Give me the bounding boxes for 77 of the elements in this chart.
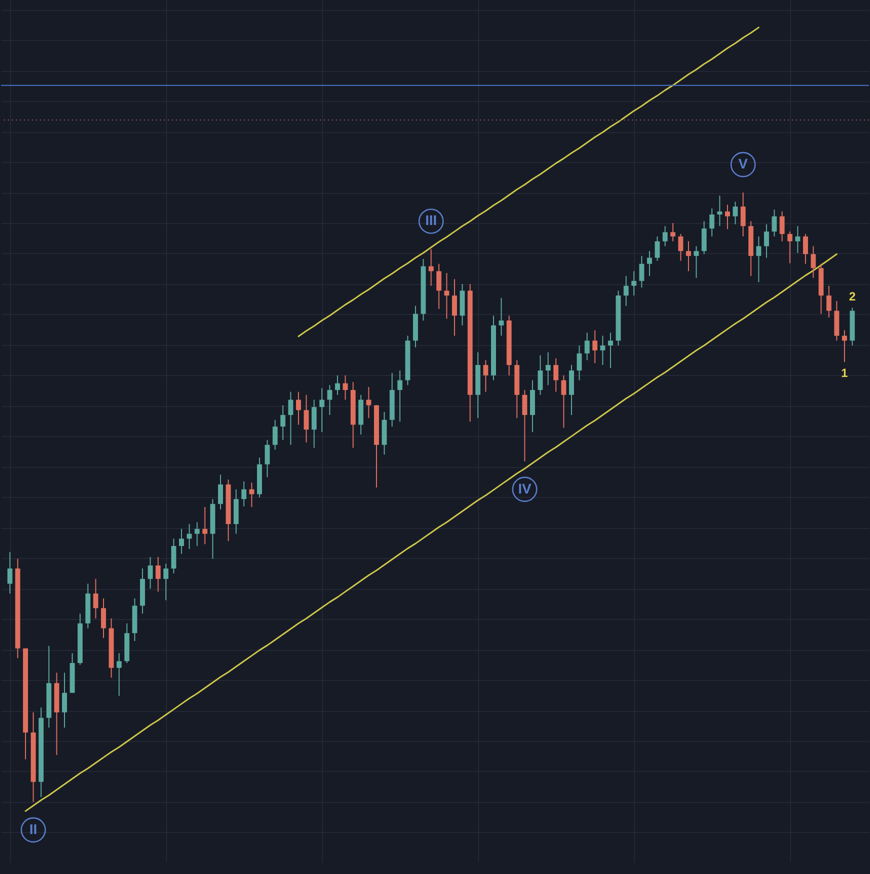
candlestick xyxy=(842,330,847,362)
candlestick xyxy=(304,394,309,443)
candlestick xyxy=(600,335,606,366)
candlestick xyxy=(319,388,324,433)
candlestick xyxy=(397,370,402,422)
candlestick xyxy=(702,220,707,255)
candlestick xyxy=(202,506,208,545)
candlestick xyxy=(62,672,67,728)
candlestick xyxy=(780,210,785,242)
candlestick xyxy=(826,285,832,318)
candlestick xyxy=(280,404,286,440)
candlestick xyxy=(608,332,613,369)
candlestick xyxy=(732,201,738,225)
candlestick xyxy=(740,192,746,237)
candlestick xyxy=(186,524,192,550)
candlestick xyxy=(7,552,12,594)
annotation: V xyxy=(738,156,748,172)
candlestick xyxy=(327,384,332,416)
candlestick xyxy=(756,236,762,283)
candlestick xyxy=(538,354,543,396)
candlestick xyxy=(576,345,582,381)
candlestick xyxy=(264,439,270,478)
candlestick xyxy=(101,598,106,639)
candlestick xyxy=(624,276,629,306)
candlestick xyxy=(772,209,777,237)
candlestick xyxy=(498,297,504,336)
candlestick xyxy=(312,399,317,448)
candlestick xyxy=(639,255,644,288)
candlestick xyxy=(156,556,161,592)
candlestick xyxy=(366,386,372,419)
annotation: III xyxy=(425,212,437,228)
candlestick xyxy=(670,222,676,242)
annotation: 2 xyxy=(848,290,856,304)
candlestick xyxy=(522,389,528,462)
candlestick xyxy=(428,248,434,286)
candlestick xyxy=(483,360,488,392)
annotation: 1 xyxy=(841,366,848,380)
candlestick xyxy=(678,234,684,262)
candlestick xyxy=(647,250,652,277)
candlestick xyxy=(787,231,792,264)
candlestick xyxy=(342,374,348,400)
candlestick xyxy=(717,195,722,227)
candlestick xyxy=(218,474,223,510)
candlestick xyxy=(654,236,660,262)
candlestick xyxy=(561,374,566,428)
candlestick xyxy=(803,234,808,264)
candlestick xyxy=(452,278,457,336)
candlestick xyxy=(148,556,153,590)
candlestick xyxy=(194,522,200,546)
candlestick xyxy=(288,391,294,446)
candlestick xyxy=(179,528,184,554)
annotation: II xyxy=(29,820,38,837)
candlestick xyxy=(241,480,246,507)
candlestick xyxy=(116,652,122,696)
candlestick xyxy=(546,352,551,386)
candlestick xyxy=(93,578,98,620)
candlestick xyxy=(764,224,769,258)
candlestick xyxy=(795,226,800,254)
candlestick xyxy=(436,263,442,310)
candlestick xyxy=(163,563,168,601)
candlestick xyxy=(725,204,730,230)
candlestick xyxy=(249,482,254,508)
candlestick xyxy=(553,358,558,392)
candlestick xyxy=(662,226,668,247)
candlestick xyxy=(686,240,691,272)
candlestick xyxy=(584,332,590,361)
candlestick xyxy=(810,246,816,278)
candlestick xyxy=(171,538,176,574)
annotation: IV xyxy=(518,480,532,496)
candlestick xyxy=(709,208,714,237)
candlestick xyxy=(631,270,636,296)
candlestick xyxy=(592,330,598,364)
candlestick xyxy=(296,391,301,426)
candlestick xyxy=(694,246,699,278)
candlestick xyxy=(335,374,340,396)
candlestick xyxy=(444,272,450,320)
candlestick xyxy=(272,419,278,450)
